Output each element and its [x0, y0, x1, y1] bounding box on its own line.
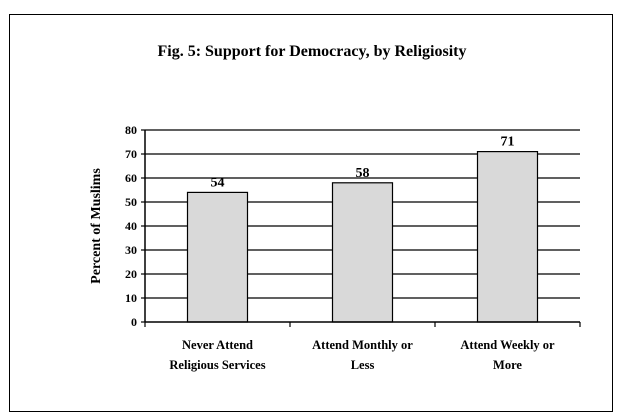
category-label: Attend Weekly or [460, 338, 555, 352]
category-label: Less [351, 358, 375, 372]
category-label: Attend Monthly or [312, 338, 413, 352]
data-label: 71 [501, 135, 515, 150]
y-tick-label: 30 [125, 243, 137, 257]
labels: 0 10 20 30 40 50 60 70 80 54 58 71 Never Attend Relig… [89, 123, 555, 372]
category-label: Never Attend [182, 338, 253, 352]
category-label: More [493, 358, 522, 372]
y-tick-label: 20 [125, 267, 137, 281]
y-tick-label: 80 [125, 123, 137, 137]
bar [186, 191, 249, 323]
y-tick-label: 40 [125, 219, 137, 233]
data-label: 58 [356, 166, 370, 181]
y-axis-title: Percent of Muslims [89, 168, 104, 284]
y-tick-label: 50 [125, 195, 137, 209]
y-tick-label: 0 [131, 315, 137, 329]
y-tick-label: 60 [125, 171, 137, 185]
chart-title: Fig. 5: Support for Democracy, by Religi… [157, 43, 467, 60]
y-tick-label: 10 [125, 291, 137, 305]
bar [476, 151, 539, 323]
data-label: 54 [211, 175, 225, 190]
bars [186, 151, 539, 323]
category-label: Religious Services [169, 358, 265, 372]
y-tick-label: 70 [125, 147, 137, 161]
axes [141, 129, 581, 327]
bar [331, 182, 394, 323]
